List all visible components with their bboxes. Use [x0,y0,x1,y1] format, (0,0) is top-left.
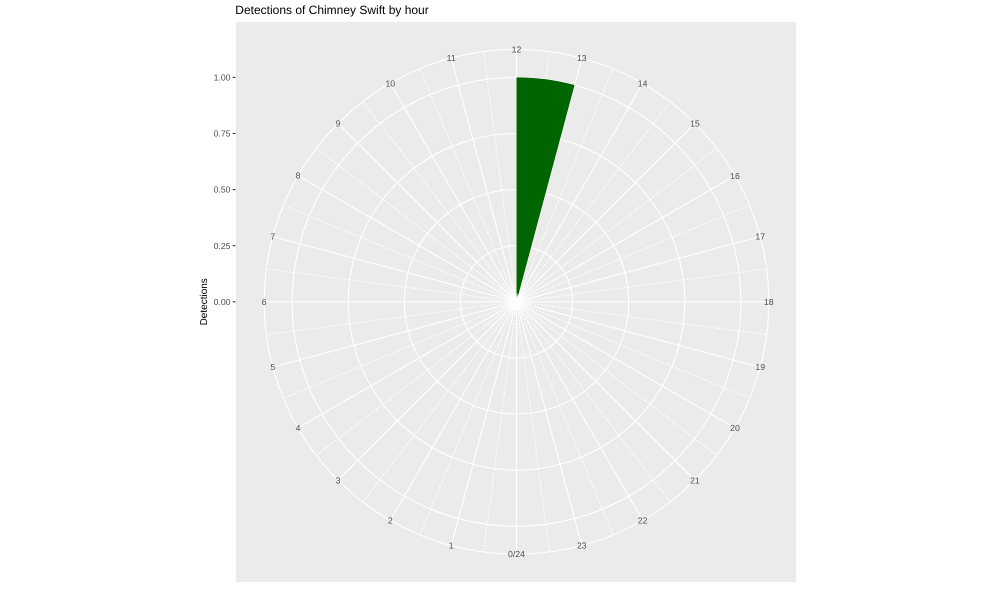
svg-text:7: 7 [270,232,275,242]
svg-text:1.00: 1.00 [214,73,231,83]
svg-text:0.25: 0.25 [214,241,231,251]
svg-text:18: 18 [764,297,774,307]
svg-text:6: 6 [262,297,267,307]
svg-text:0.75: 0.75 [214,129,231,139]
svg-text:19: 19 [755,362,765,372]
svg-text:2: 2 [388,515,393,525]
svg-text:5: 5 [270,362,275,372]
svg-text:14: 14 [638,78,648,88]
svg-text:13: 13 [577,53,587,63]
svg-text:3: 3 [336,475,341,485]
svg-text:Detections: Detections [199,278,210,325]
svg-text:8: 8 [296,171,301,181]
svg-text:20: 20 [730,423,740,433]
svg-text:17: 17 [755,232,765,242]
svg-text:0.00: 0.00 [214,297,231,307]
svg-text:0/24: 0/24 [508,549,525,559]
svg-text:1: 1 [449,541,454,551]
svg-text:Detections of Chimney Swift by: Detections of Chimney Swift by hour [235,3,428,17]
svg-text:4: 4 [296,423,301,433]
svg-text:15: 15 [690,119,700,129]
svg-text:22: 22 [638,515,648,525]
svg-text:21: 21 [690,475,700,485]
svg-text:9: 9 [336,119,341,129]
svg-text:16: 16 [730,171,740,181]
svg-text:10: 10 [385,78,395,88]
svg-text:11: 11 [447,53,456,63]
svg-text:23: 23 [577,541,587,551]
svg-text:0.50: 0.50 [214,185,231,195]
svg-text:12: 12 [512,45,522,55]
